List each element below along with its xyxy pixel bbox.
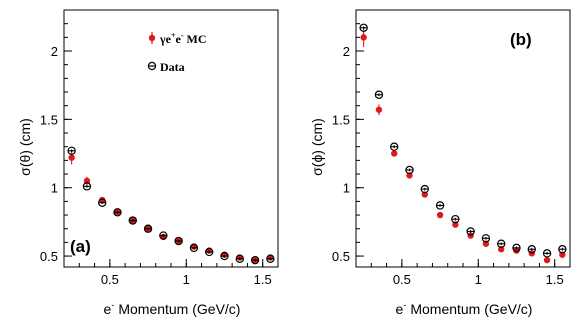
mc-point — [375, 104, 383, 116]
mc-marker — [513, 247, 520, 254]
y-axis-label-b: σ(ϕ) (cm) — [309, 118, 325, 176]
data-point — [189, 243, 199, 253]
panel-a: 0.5 1 1.50.511.52 σ(θ) (cm) e- Momentum (Ge… — [17, 9, 279, 317]
mc-marker — [68, 154, 75, 161]
y-tick-label: 1.5 — [40, 112, 58, 127]
x-tick-label: 1 — [475, 272, 482, 287]
y-tick-label: 1 — [51, 181, 58, 196]
x-axis-label-prefix-a: e — [104, 301, 112, 317]
marks-a — [67, 146, 275, 265]
marks-b — [359, 23, 567, 264]
legend-mc-marker — [148, 34, 156, 42]
mc-marker — [436, 211, 444, 219]
data-point — [390, 142, 399, 151]
data-point — [481, 234, 491, 243]
x-tick-label: 1.5 — [546, 272, 564, 287]
x-tick-label: 0.5 — [101, 272, 119, 287]
legend-data-label: Data — [160, 60, 185, 74]
mc-marker — [360, 34, 367, 41]
data-point — [512, 243, 521, 253]
x-axis-label-b: e- Momentum (GeV/c) — [396, 300, 533, 317]
data-point — [558, 245, 567, 254]
panel-b: 0.5 1 1.5 0.5 1 1.5 2 σ(ϕ) (cm) e- Momentum (Ge… — [309, 9, 571, 317]
data-point — [405, 165, 414, 175]
legend-mc-label-part-3: - — [181, 31, 184, 40]
data-point — [527, 245, 536, 254]
data-point — [143, 224, 153, 233]
mc-point — [436, 211, 444, 219]
data-point — [266, 254, 275, 263]
legend-data-label-part-0: Data — [160, 60, 185, 74]
data-point — [359, 23, 368, 32]
data-point — [250, 255, 260, 265]
y-tick-label: 2 — [51, 44, 58, 59]
y-tick-label: 0.5 — [332, 249, 350, 264]
data-point — [98, 198, 107, 207]
mc-marker — [543, 256, 551, 264]
data-point — [451, 214, 460, 224]
y-tick-label: 1 — [343, 181, 350, 196]
mc-marker — [99, 196, 106, 204]
x-axis-label-sup-a: - — [111, 300, 114, 310]
panel-label-a: (a) — [70, 237, 91, 256]
y-tick-label: 1.5 — [332, 112, 350, 127]
mc-marker — [375, 106, 383, 113]
data-point — [435, 201, 445, 210]
x-tick-label: 1.5 — [254, 272, 272, 287]
panel-label-b: (b) — [510, 30, 532, 49]
x-axis-label-a: e- Momentum (GeV/c) — [104, 300, 241, 317]
data-point — [205, 247, 214, 257]
legend-entry-mc: γe+e- MC — [148, 31, 207, 46]
legend-mc-label-part-4: MC — [184, 32, 207, 46]
x-axis-label-text-a: Momentum (GeV/c) — [118, 301, 240, 317]
data-point — [113, 208, 122, 217]
data-point — [497, 239, 506, 248]
data-point — [235, 254, 244, 263]
legend-entry-data: Data — [147, 60, 185, 74]
y-tick-label: 0.5 — [40, 249, 58, 264]
data-point — [67, 146, 76, 156]
x-axis-label-sup-b: - — [403, 300, 406, 310]
x-tick-label: 1 — [183, 272, 190, 287]
data-point — [159, 231, 168, 240]
data-point — [128, 216, 137, 225]
data-point — [220, 251, 229, 261]
data-point — [374, 90, 384, 99]
mc-point — [543, 256, 551, 264]
x-axis-label-prefix-b: e — [396, 301, 404, 317]
data-point — [174, 236, 183, 246]
plot-frame-b — [355, 9, 571, 268]
data-point — [466, 227, 475, 236]
y-tick-label: 2 — [343, 44, 350, 59]
legend-mc-label-part-1: + — [171, 31, 176, 40]
mc-point — [68, 150, 75, 165]
plot-frame-a — [63, 9, 279, 268]
mc-point — [391, 150, 398, 157]
mc-marker — [391, 150, 398, 157]
axes-a: 0.5 1 1.5 0.5 1 1.5 2 — [40, 9, 279, 287]
legend-mc-label-part-2: e — [176, 32, 182, 46]
axes-b: 0.5 1 1.5 0.5 1 1.5 2 — [332, 9, 571, 287]
legend: γe+e- MC Data — [147, 31, 207, 74]
x-tick-label: 0.5 — [393, 272, 411, 287]
data-point — [542, 249, 552, 258]
data-point — [420, 184, 429, 194]
legend-mc-label: γe+e- MC — [159, 31, 207, 46]
y-axis-label-a: σ(θ) (cm) — [17, 118, 33, 176]
x-axis-label-text-b: Momentum (GeV/c) — [410, 301, 532, 317]
data-point — [82, 182, 92, 191]
legend-mc-label-part-0: γe — [159, 32, 172, 46]
